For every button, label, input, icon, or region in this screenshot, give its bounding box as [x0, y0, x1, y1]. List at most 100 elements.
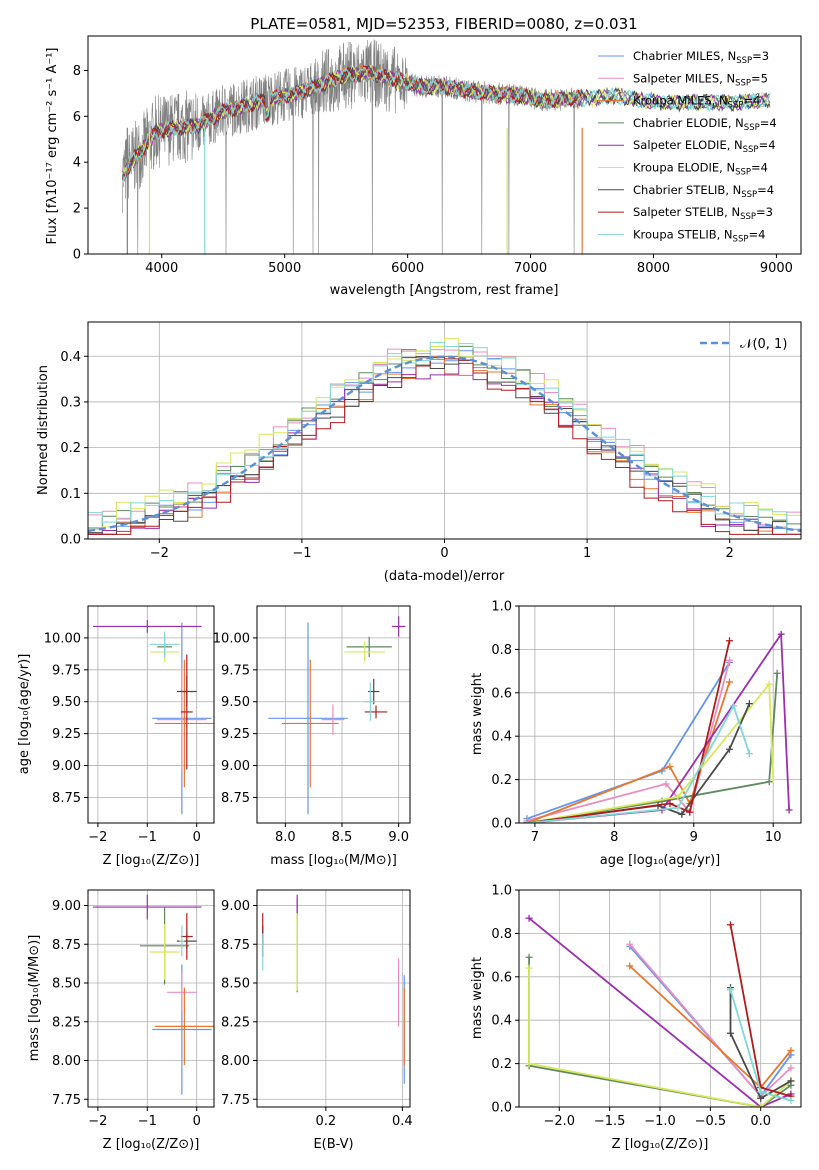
- weight-point-marker: [785, 806, 793, 814]
- error-cross: [321, 704, 345, 735]
- plot-area: [519, 606, 801, 823]
- y-tick-label: 8: [73, 64, 81, 79]
- chart-panel-4: 8.0 8.5 9.0 8.75 9.00 9.25 9.50 9.75 10.00 mass […: [213, 605, 411, 868]
- y-tick-label: 0.6: [491, 970, 512, 985]
- y-tick-label: 0.2: [60, 441, 81, 456]
- x-tick-label: 7000: [514, 261, 547, 276]
- model-spectrum-line: [121, 66, 771, 184]
- histogram-steps: [88, 356, 801, 535]
- chart-panel-2: −2 −1 0 1 2 0.0 0.1 0.2 0.3 0.4 (data-model)/error…: [36, 321, 802, 584]
- weight-line: [526, 631, 790, 823]
- y-tick-label: 0.0: [491, 817, 512, 832]
- x-tick-label: 0: [193, 830, 201, 845]
- weight-point-marker: [745, 700, 753, 708]
- y-tick-label: 0.3: [60, 395, 81, 410]
- legend: 𝒩(0, 1): [700, 337, 787, 352]
- weight-point-marker: [662, 780, 670, 788]
- axes-frame: [87, 889, 215, 1108]
- x-tick-label: 6000: [391, 261, 424, 276]
- legend-name: Kroupa ELODIE, N: [633, 161, 735, 175]
- weight-point-marker: [666, 763, 674, 771]
- plot-area: [519, 890, 801, 1107]
- x-axis-label: wavelength [Angstrom, rest frame]: [330, 283, 559, 298]
- weight-point-marker: [757, 1088, 765, 1096]
- error-cross: [346, 636, 392, 658]
- weight-point-marker: [525, 1060, 533, 1068]
- weight-point-marker: [525, 914, 533, 922]
- histogram-steps: [88, 362, 801, 535]
- y-tick-label: 0.2: [491, 773, 512, 788]
- weight-point-marker: [777, 630, 785, 638]
- x-tick-label: −0.5: [695, 1114, 727, 1129]
- plot-area: [257, 890, 410, 1107]
- y-tick-label: 0.8: [491, 643, 512, 658]
- x-axis-label: mass [log₁₀(M/M⊙)]: [270, 853, 397, 868]
- weight-point-marker: [745, 750, 753, 758]
- x-tick-label: −2: [88, 830, 107, 845]
- legend-subscript: SSP: [736, 56, 752, 66]
- legend-suffix: =4: [751, 161, 768, 175]
- legend-suffix: =5: [751, 71, 768, 85]
- plot-area: [88, 322, 801, 539]
- legend-subscript: SSP: [733, 234, 749, 244]
- error-cross: [180, 913, 193, 960]
- x-tick-label: −1: [292, 546, 311, 561]
- weight-point-marker: [787, 1064, 795, 1072]
- weight-point-marker: [523, 819, 531, 823]
- y-tick-label: 9.25: [221, 727, 250, 742]
- weight-point-marker: [525, 964, 533, 972]
- weight-point-marker: [787, 1047, 795, 1055]
- legend-label: Chabrier STELIB, NSSP=4: [633, 183, 774, 200]
- legend-name: Kroupa MILES, N: [633, 94, 728, 108]
- y-tick-label: 8.25: [52, 1015, 81, 1030]
- weight-series: [523, 658, 734, 823]
- error-cross: [179, 925, 185, 957]
- x-axis-label: E(B-V): [313, 1137, 353, 1152]
- y-axis-label: Flux [fλ10⁻¹⁷ erg cm⁻² s⁻¹ A⁻¹]: [45, 48, 60, 245]
- weight-series: [523, 680, 777, 823]
- x-axis-label: (data-model)/error: [384, 569, 505, 584]
- y-tick-label: 10.00: [213, 631, 250, 646]
- weight-point-marker: [787, 1077, 795, 1085]
- chart-panel-3: −2 −1 0 8.75 9.00 9.25 9.50 9.75 10.00 Z [log₁₀(Z…: [17, 605, 215, 868]
- x-tick-label: −1: [138, 1114, 157, 1129]
- weight-point-marker: [726, 637, 734, 645]
- weight-series: [523, 630, 793, 823]
- weight-point-marker: [769, 776, 777, 784]
- x-tick-label: 9.0: [388, 830, 409, 845]
- legend-label: Salpeter ELODIE, NSSP=4: [633, 138, 776, 155]
- model-spectrum-line: [122, 64, 771, 178]
- plot-area: [88, 606, 214, 823]
- weight-point-marker: [787, 1096, 795, 1104]
- y-tick-label: 0.4: [491, 730, 512, 745]
- legend-label: 𝒩(0, 1): [740, 337, 787, 352]
- error-cross: [149, 924, 180, 980]
- y-tick-label: 0: [73, 248, 81, 263]
- y-tick-label: 7.75: [52, 1093, 81, 1108]
- legend-subscript: SSP: [743, 145, 759, 155]
- y-tick-label: 8.00: [52, 1054, 81, 1069]
- y-axis-label: age [log₁₀(age/yr)]: [17, 654, 32, 775]
- chart-title: PLATE=0581, MJD=52353, FIBERID=0080, z=0…: [250, 15, 637, 33]
- y-tick-label: 9.50: [52, 695, 81, 710]
- weight-series: [523, 702, 753, 823]
- axes-frame: [518, 605, 802, 824]
- y-tick-label: 9.75: [221, 663, 250, 678]
- y-tick-label: 9.00: [221, 759, 250, 774]
- model-spectrum-line: [121, 65, 771, 173]
- chart-panel-6: −2 −1 0 7.75 8.00 8.25 8.50 8.75 9.00 Z [log₁₀(Z/…: [27, 889, 215, 1152]
- y-axis-label: Normed distribution: [36, 365, 51, 495]
- y-tick-label: 0.0: [491, 1101, 512, 1116]
- x-tick-label: −1: [138, 830, 157, 845]
- y-tick-label: 9.00: [221, 899, 250, 914]
- legend-label: Salpeter STELIB, NSSP=3: [633, 205, 773, 222]
- weight-series: [523, 656, 734, 823]
- legend-label: Salpeter MILES, NSSP=5: [633, 71, 768, 88]
- weight-point-marker: [726, 656, 734, 664]
- weight-series: [727, 986, 795, 1104]
- x-tick-label: 0: [440, 546, 448, 561]
- error-cross: [157, 668, 207, 771]
- chart-panel-1: 4000 5000 6000 7000 8000 9000 0 2 4 6 8 PLATE=0581,…: [45, 15, 802, 298]
